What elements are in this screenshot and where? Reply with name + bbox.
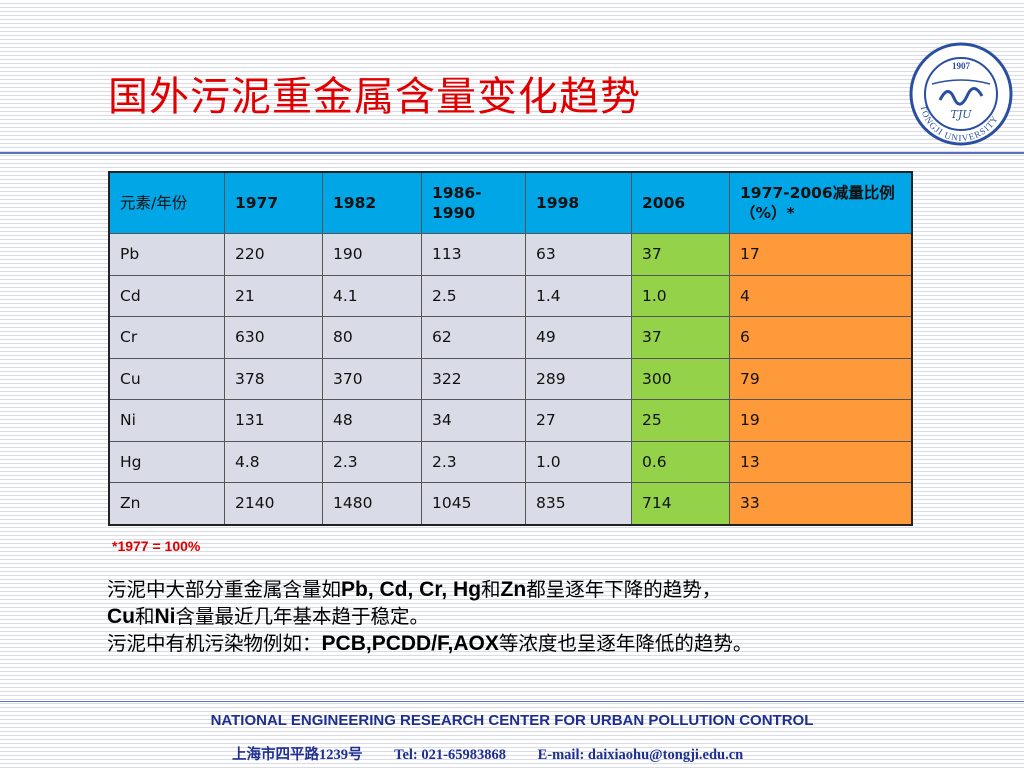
table-cell: 190: [322, 233, 422, 276]
table-cell: Cd: [108, 274, 225, 317]
table-cell: 25: [631, 399, 730, 442]
table-cell: 21: [224, 274, 323, 317]
body-text: 污泥中大部分重金属含量如Pb, Cd, Cr, Hg和Zn都呈逐年下降的趋势， …: [107, 576, 987, 657]
body-line-2: Cu和Ni含量最近几年基本趋于稳定。: [107, 603, 987, 630]
table-cell: 19: [729, 399, 913, 442]
table-cell: 1480: [322, 482, 422, 525]
table-header-row: 元素/年份 1977 1982 1986- 1990 1998 2006 197…: [108, 171, 913, 234]
table-header-cell: 1986- 1990: [421, 171, 526, 234]
heavy-metal-table: 元素/年份 1977 1982 1986- 1990 1998 2006 197…: [108, 171, 913, 526]
table-header-cell: 1982: [322, 171, 422, 234]
table-cell: 0.6: [631, 440, 730, 483]
table-cell: 370: [322, 357, 422, 400]
logo-year: 1907: [952, 61, 971, 71]
table-footnote: *1977 = 100%: [112, 538, 201, 554]
table-cell: 2.3: [322, 440, 422, 483]
table-row: Cr 630 80 62 49 37 6: [108, 316, 913, 359]
table-cell: Pb: [108, 233, 225, 276]
table-cell: 34: [421, 399, 526, 442]
table-cell: 13: [729, 440, 913, 483]
body-bold-span: Zn: [500, 578, 527, 601]
slide-title: 国外污泥重金属含量变化趋势: [108, 74, 641, 120]
body-text-span: 污泥中大部分重金属含量如: [107, 578, 342, 601]
table-cell: 37: [631, 233, 730, 276]
body-bold-span: Pb, Cd, Cr, Hg: [341, 578, 482, 601]
table-cell: 79: [729, 357, 913, 400]
table-cell: 300: [631, 357, 730, 400]
table-cell: 1045: [421, 482, 526, 525]
table-cell: 4.8: [224, 440, 323, 483]
table-cell: Hg: [108, 440, 225, 483]
body-text-span: 等浓度也呈逐年降低的趋势。: [498, 632, 753, 655]
table-row: Hg 4.8 2.3 2.3 1.0 0.6 13: [108, 440, 913, 483]
table-row: Cu 378 370 322 289 300 79: [108, 357, 913, 400]
footer-address: 上海市四平路1239号: [232, 747, 363, 763]
table-header-cell: 1977: [224, 171, 323, 234]
table-cell: 17: [729, 233, 913, 276]
table-cell: 37: [631, 316, 730, 359]
table-cell: 4: [729, 274, 913, 317]
table-cell: 33: [729, 482, 913, 525]
body-text-span: 和: [135, 605, 155, 628]
table-cell: 6: [729, 316, 913, 359]
table-cell: 62: [421, 316, 526, 359]
table-cell: 220: [224, 233, 323, 276]
table-cell: 2140: [224, 482, 323, 525]
tongji-university-logo: TONGJI UNIVERSITY 1907 TJU: [906, 40, 1016, 148]
table-row: Cd 21 4.1 2.5 1.4 1.0 4: [108, 274, 913, 317]
table-cell: 2.3: [421, 440, 526, 483]
table-cell: 131: [224, 399, 323, 442]
table-cell: 48: [322, 399, 422, 442]
table-cell: 835: [525, 482, 632, 525]
body-bold-span: Ni: [154, 605, 176, 628]
body-bold-span: Cu: [107, 605, 135, 628]
table-header-cell: 元素/年份: [108, 171, 225, 234]
table-header-cell: 1977-2006减量比例（%）*: [729, 171, 913, 234]
footer-email[interactable]: E-mail: daixiaohu@tongji.edu.cn: [537, 747, 744, 763]
table-header-cell: 2006: [631, 171, 730, 234]
table-cell: 630: [224, 316, 323, 359]
table-cell: 714: [631, 482, 730, 525]
body-bold-span: PCB,PCDD/F,AOX: [321, 632, 499, 655]
table-cell: 80: [322, 316, 422, 359]
table-cell: 4.1: [322, 274, 422, 317]
logo-monogram: TJU: [950, 108, 972, 121]
table-cell: 63: [525, 233, 632, 276]
body-line-3: 污泥中有机污染物例如：PCB,PCDD/F,AOX等浓度也呈逐年降低的趋势。: [107, 630, 987, 657]
table-cell: Zn: [108, 482, 225, 525]
table-cell: 1.0: [525, 440, 632, 483]
table-cell: 113: [421, 233, 526, 276]
footer-contact: 上海市四平路1239号 Tel: 021-65983868 E-mail: da…: [232, 743, 771, 764]
table-cell: 1.4: [525, 274, 632, 317]
top-divider: [0, 152, 1024, 154]
footer-tel: Tel: 021-65983868: [394, 747, 506, 763]
table-cell: 49: [525, 316, 632, 359]
body-line-1: 污泥中大部分重金属含量如Pb, Cd, Cr, Hg和Zn都呈逐年下降的趋势，: [107, 576, 987, 603]
table-header-cell: 1998: [525, 171, 632, 234]
table-row: Pb 220 190 113 63 37 17: [108, 233, 913, 276]
body-text-span: 和: [481, 578, 501, 601]
table-cell: Ni: [108, 399, 225, 442]
table-cell: 289: [525, 357, 632, 400]
body-text-span: 都呈逐年下降的趋势，: [526, 578, 722, 601]
table-cell: 2.5: [421, 274, 526, 317]
table-row: Ni 131 48 34 27 25 19: [108, 399, 913, 442]
footer-divider: [0, 701, 1024, 702]
body-text-span: 污泥中有机污染物例如：: [107, 632, 322, 655]
table-cell: Cr: [108, 316, 225, 359]
table-row: Zn 2140 1480 1045 835 714 33: [108, 482, 913, 525]
body-text-span: 含量最近几年基本趋于稳定。: [175, 605, 430, 628]
footer-center-name: NATIONAL ENGINEERING RESEARCH CENTER FOR…: [210, 712, 814, 729]
table-cell: 322: [421, 357, 526, 400]
table-cell: 1.0: [631, 274, 730, 317]
table-cell: 27: [525, 399, 632, 442]
table-cell: Cu: [108, 357, 225, 400]
table-cell: 378: [224, 357, 323, 400]
